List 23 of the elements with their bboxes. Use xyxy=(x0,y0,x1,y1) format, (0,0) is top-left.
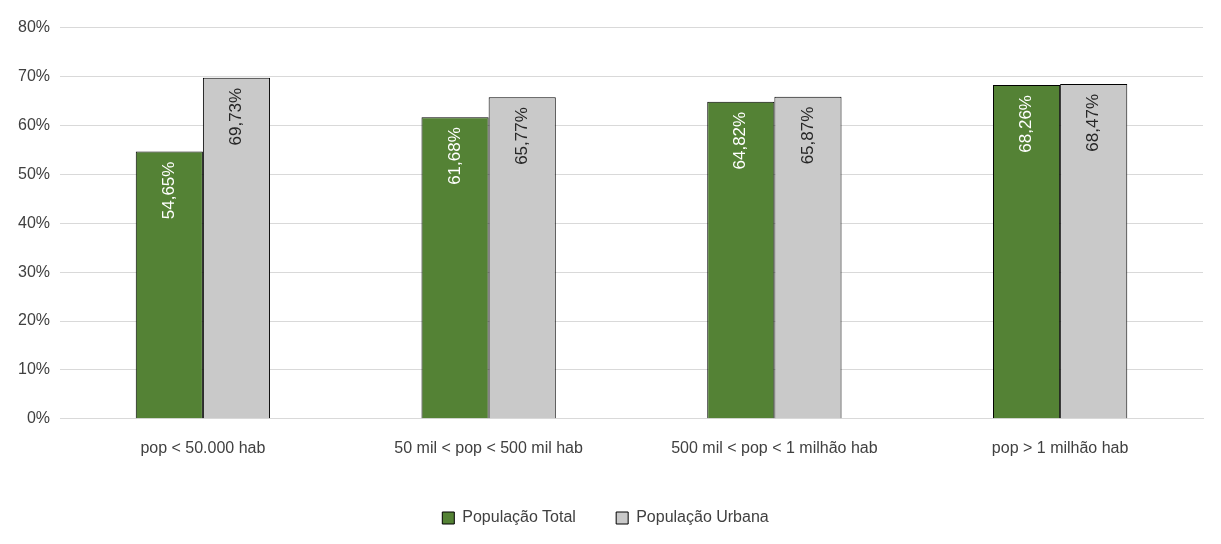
data-label: 68,26% xyxy=(1016,95,1036,153)
y-tick-label: 70% xyxy=(17,66,51,84)
y-tick-label: 50% xyxy=(17,164,51,182)
legend-label: População Urbana xyxy=(636,508,769,526)
data-label: 65,87% xyxy=(797,106,817,165)
y-tick-label: 20% xyxy=(17,311,51,329)
y-tick-label: 80% xyxy=(17,18,51,36)
y-tick-label: 30% xyxy=(17,262,51,280)
x-tick-label: 50 mil < pop < 500 mil hab xyxy=(394,438,584,456)
data-label: 61,68% xyxy=(444,127,464,185)
x-tick-label: pop > 1 milhão hab xyxy=(991,438,1129,456)
x-tick-label: 500 mil < pop < 1 milhão hab xyxy=(671,438,878,456)
data-label: 69,73% xyxy=(226,87,246,146)
legend-label: População Total xyxy=(462,508,576,526)
y-tick-label: 60% xyxy=(17,115,51,133)
data-label: 54,65% xyxy=(159,161,179,220)
y-tick-label: 0% xyxy=(26,409,51,427)
y-tick-label: 10% xyxy=(17,360,51,378)
data-label: 64,82% xyxy=(730,111,750,170)
data-label: 65,77% xyxy=(511,107,531,165)
y-tick-label: 40% xyxy=(17,213,51,231)
data-label: 68,47% xyxy=(1083,93,1103,152)
x-tick-label: pop < 50.000 hab xyxy=(140,438,266,456)
